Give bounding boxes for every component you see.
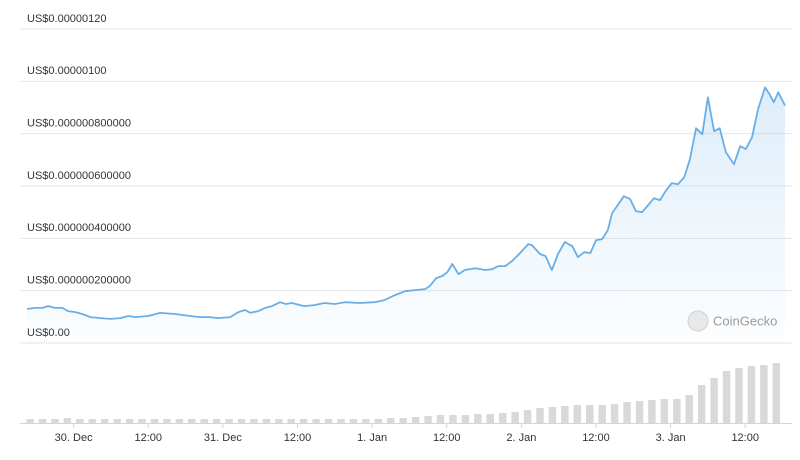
volume-bar [100, 419, 109, 423]
volume-bar [212, 419, 221, 423]
volume-bar [150, 419, 159, 423]
volume-bar [237, 419, 246, 423]
volume-bar [299, 419, 308, 423]
x-tick-label: 31. Dec [204, 432, 242, 444]
x-tick-label: 12:00 [134, 432, 162, 444]
volume-bar [399, 418, 407, 423]
volume-bar [486, 414, 494, 423]
volume-bar [362, 419, 370, 423]
y-tick-label: US$0.00000100 [27, 65, 107, 77]
volume-bar [710, 378, 718, 423]
volume-bar [26, 419, 34, 423]
x-tick-label: 12:00 [284, 432, 312, 444]
volume-bar [511, 412, 519, 423]
watermark-logo [687, 310, 709, 332]
y-tick-label: US$0.000000600000 [27, 170, 131, 182]
watermark-text: CoinGecko [713, 313, 777, 328]
y-tick-label: US$0.000000400000 [27, 222, 131, 234]
volume-bar [51, 419, 59, 423]
volume-bar [424, 416, 432, 423]
volume-bar [125, 419, 134, 423]
volume-bar [411, 417, 420, 423]
volume-bar [610, 404, 619, 423]
volume-bar [312, 419, 320, 423]
volume-bar [88, 419, 97, 423]
volume-bar [337, 419, 345, 423]
volume-bar [449, 415, 457, 423]
volume-bar [436, 415, 445, 423]
volume-bar [498, 413, 507, 423]
watermark: CoinGecko [687, 310, 777, 332]
x-tick-label: 1. Jan [357, 432, 387, 444]
volume-bar [163, 419, 171, 423]
volume-bar [225, 419, 233, 423]
volume-bar [561, 406, 569, 423]
volume-bar [673, 399, 681, 423]
volume-bar [38, 419, 47, 423]
volume-bar [474, 414, 482, 423]
y-tick-label: US$0.000000800000 [27, 118, 131, 130]
volume-bar [374, 419, 383, 423]
volume-bar [523, 410, 532, 423]
volume-bar [747, 366, 756, 423]
x-tick-label: 2. Jan [506, 432, 536, 444]
volume-bar [76, 419, 84, 423]
volume-bar [113, 419, 121, 423]
volume-bar [548, 407, 557, 423]
volume-bar [586, 405, 594, 423]
x-tick-label: 12:00 [433, 432, 461, 444]
price-area [27, 87, 785, 344]
volume-bar [461, 415, 470, 423]
volume-bar [660, 399, 669, 423]
volume-bar [598, 405, 606, 423]
volume-bar [349, 419, 358, 423]
volume-bar [760, 365, 768, 423]
x-tick-label: 12:00 [731, 432, 759, 444]
volume-bar [175, 419, 184, 423]
volume-bar [387, 418, 395, 423]
volume-bar [697, 385, 706, 423]
y-tick-label: US$0.000000200000 [27, 275, 131, 287]
volume-bar [250, 419, 258, 423]
volume-bar [63, 418, 72, 423]
volume-bar [188, 419, 196, 423]
volume-bar [573, 405, 582, 423]
y-tick-label: US$0.00000120 [27, 13, 107, 25]
volume-bar [536, 408, 544, 423]
x-tick-label: 30. Dec [55, 432, 93, 444]
x-tick-label: 12:00 [582, 432, 610, 444]
volume-bar [772, 363, 781, 423]
volume-bar [262, 419, 271, 423]
volume-bar [200, 419, 208, 423]
volume-bar [275, 419, 283, 423]
volume-bar [685, 395, 693, 423]
volume-bar [635, 401, 644, 423]
x-tick-label: 3. Jan [656, 432, 686, 444]
volume-bar [138, 419, 146, 423]
volume-bar [722, 371, 731, 423]
volume-bar [735, 368, 743, 423]
volume-bar [648, 400, 656, 423]
volume-bar [324, 419, 333, 423]
volume-bar [287, 419, 296, 423]
price-line [26, 86, 786, 320]
volume-bar [623, 402, 631, 423]
